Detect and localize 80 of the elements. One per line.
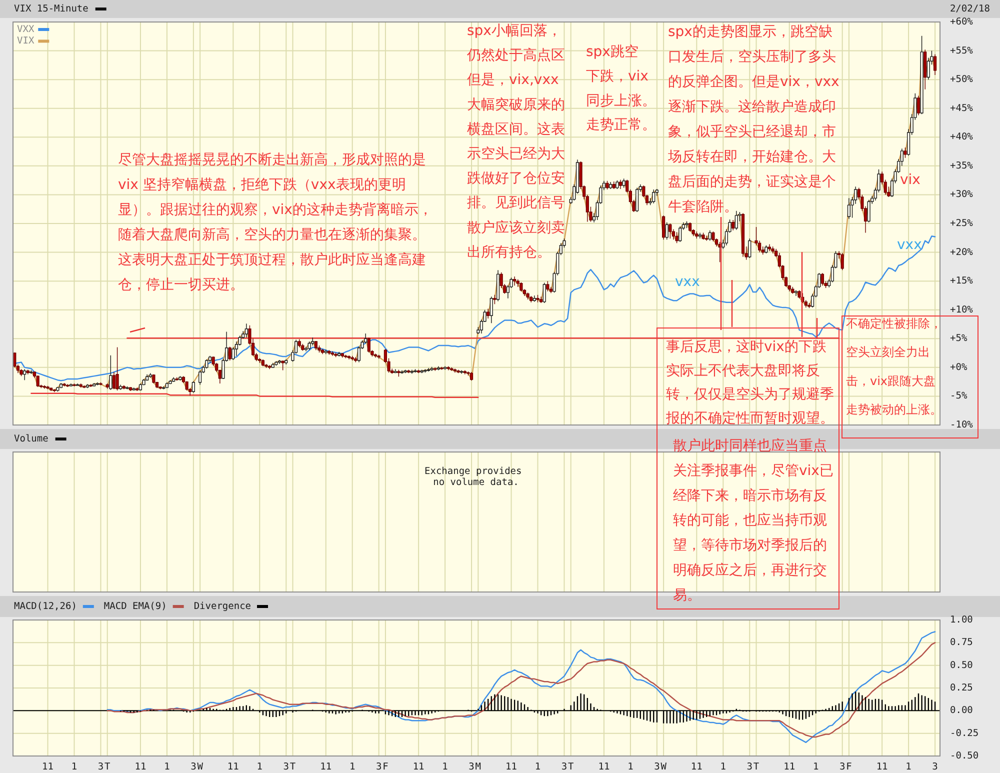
y-tick-label: +5%: [950, 333, 968, 344]
legend-label: Divergence: [194, 601, 252, 612]
x-tick-label: 11: [320, 762, 332, 772]
x-tick-label: 1: [628, 762, 634, 772]
x-tick-label: 1: [906, 762, 912, 772]
y-tick-label: +30%: [950, 189, 974, 200]
text: Volume: [14, 434, 49, 444]
y-tick-label: +40%: [950, 132, 974, 143]
legend-label: MACD EMA(9): [104, 601, 167, 612]
annotation: 尽管大盘摇摇晃晃的不断走出新高，形成对照的是vix 坚持窄幅横盘，拒绝下跌（vxx表现的更明显）。跟据过往的观察，vix的这种走势背离暗示，随着大盘爬向新高，空头的力量也在逐渐的集聚。这表明大盘正处于筑顶过程，散户此时应当逢高建仓，停止一切买进。: [118, 152, 432, 293]
x-tick-label: 3: [839, 762, 846, 772]
annotation: vix: [900, 172, 920, 188]
chart-title: VIX 15-Minute: [14, 4, 89, 14]
x-tick-label: 11: [42, 762, 54, 772]
annotation: vxx: [675, 274, 700, 290]
y-tick-label: 0.75: [950, 637, 973, 648]
x-tick-label: 3: [746, 762, 752, 772]
x-tick-label: F: [382, 762, 389, 772]
y-tick-label: +45%: [950, 102, 974, 114]
y-tick-label: -5%: [950, 390, 968, 402]
x-tick-label: 3: [932, 762, 938, 772]
y-tick-label: +35%: [950, 160, 974, 172]
x-tick-label: 1: [442, 762, 448, 772]
x-tick-label: F: [846, 762, 852, 772]
x-tick-label: 1: [534, 762, 541, 772]
x-tick-label: 3: [283, 762, 289, 772]
y-tick-label: +25%: [950, 218, 974, 229]
y-tick-label: 0.00: [950, 705, 974, 716]
y-tick-label: -0.50: [950, 750, 979, 762]
x-tick-label: T: [568, 762, 574, 772]
x-tick-label: 11: [784, 762, 796, 772]
x-tick-label: T: [104, 762, 110, 772]
y-tick-label: +15%: [950, 276, 974, 287]
text: 不确定性被排除，空头立刻全力出击，vix跟随大盘走势被动的上涨。: [846, 316, 942, 417]
x-tick-label: W: [660, 762, 667, 772]
x-tick-label: 11: [134, 762, 146, 772]
x-tick-label: 1: [71, 762, 78, 772]
x-tick-label: 11: [690, 762, 703, 772]
legend-label: VXX: [17, 24, 34, 35]
x-tick-label: T: [753, 762, 760, 772]
x-tick-label: 11: [227, 762, 240, 772]
y-tick-label: +50%: [950, 74, 974, 86]
x-tick-label: 1: [164, 762, 170, 772]
annotation: spx跳空下跌，vix同步上涨。走势正常。: [586, 44, 656, 134]
y-tick-label: +10%: [950, 304, 974, 316]
text: Exchange provides no volume data.: [424, 466, 528, 488]
y-tick-label: +0%: [950, 362, 968, 373]
x-tick-label: 11: [598, 762, 610, 772]
x-tick-label: 1: [349, 762, 356, 772]
x-tick-label: 1: [720, 762, 726, 772]
x-tick-label: W: [197, 762, 204, 772]
x-tick-label: 11: [876, 762, 888, 772]
legend-label: MACD(12,26): [14, 601, 77, 612]
annotation: spx的走势图显示，跳空缺口发生后，空头压制了多头的反弹企图。但是vix，vxx逐渐下跌。这给散户造成印象，似乎空头已经退却，市场反转在即，开始建仓。大盘后面的走势，证实这是个牛套陷阱。: [667, 24, 840, 215]
text: 散户此时同样也应当重点关注季报事件，尽管vix已经降下来，暗示市场有反转的可能，也应当持币观望，等待市场对季报后的明确反应之后，再进行交易。: [673, 438, 834, 604]
annotation: 事后反思，这时vix的下跌实际上不代表大盘即将反转，仅仅是空头为了规避季报的不确定性而暂时观望。: [665, 339, 834, 426]
x-tick-label: T: [290, 762, 296, 772]
text: 2/02/18: [950, 4, 990, 14]
y-tick-label: 0.50: [950, 660, 974, 671]
x-tick-label: 1: [256, 762, 263, 772]
y-tick-label: +20%: [950, 246, 974, 258]
y-tick-label: -10%: [950, 420, 974, 430]
legend-label: VIX: [17, 36, 34, 47]
y-tick-label: 0.25: [950, 682, 973, 694]
x-tick-label: 3: [468, 762, 474, 772]
x-tick-label: 3: [561, 762, 568, 772]
x-tick-label: 3: [654, 762, 660, 772]
text: spx小幅回落，仍然处于高点区但是，vix,vxx 大幅突破原来的横盘区间。这表示空头已经为大跌做好了仓位安排。见到此信号散户应该立刻卖出所有持仓。: [467, 23, 565, 260]
x-tick-label: 11: [412, 762, 425, 772]
x-tick-label: 11: [506, 762, 518, 772]
x-tick-label: M: [475, 762, 482, 772]
x-tick-label: 1: [812, 762, 819, 772]
y-tick-label: 1.00: [950, 614, 974, 626]
annotation: vxx: [897, 237, 922, 253]
y-tick-label: +55%: [950, 45, 974, 56]
x-tick-label: 3: [376, 762, 382, 772]
y-tick-label: -0.25: [950, 728, 979, 739]
x-tick-label: 3: [98, 762, 104, 772]
y-tick-label: +60%: [950, 16, 974, 28]
x-tick-label: 3: [190, 762, 196, 772]
